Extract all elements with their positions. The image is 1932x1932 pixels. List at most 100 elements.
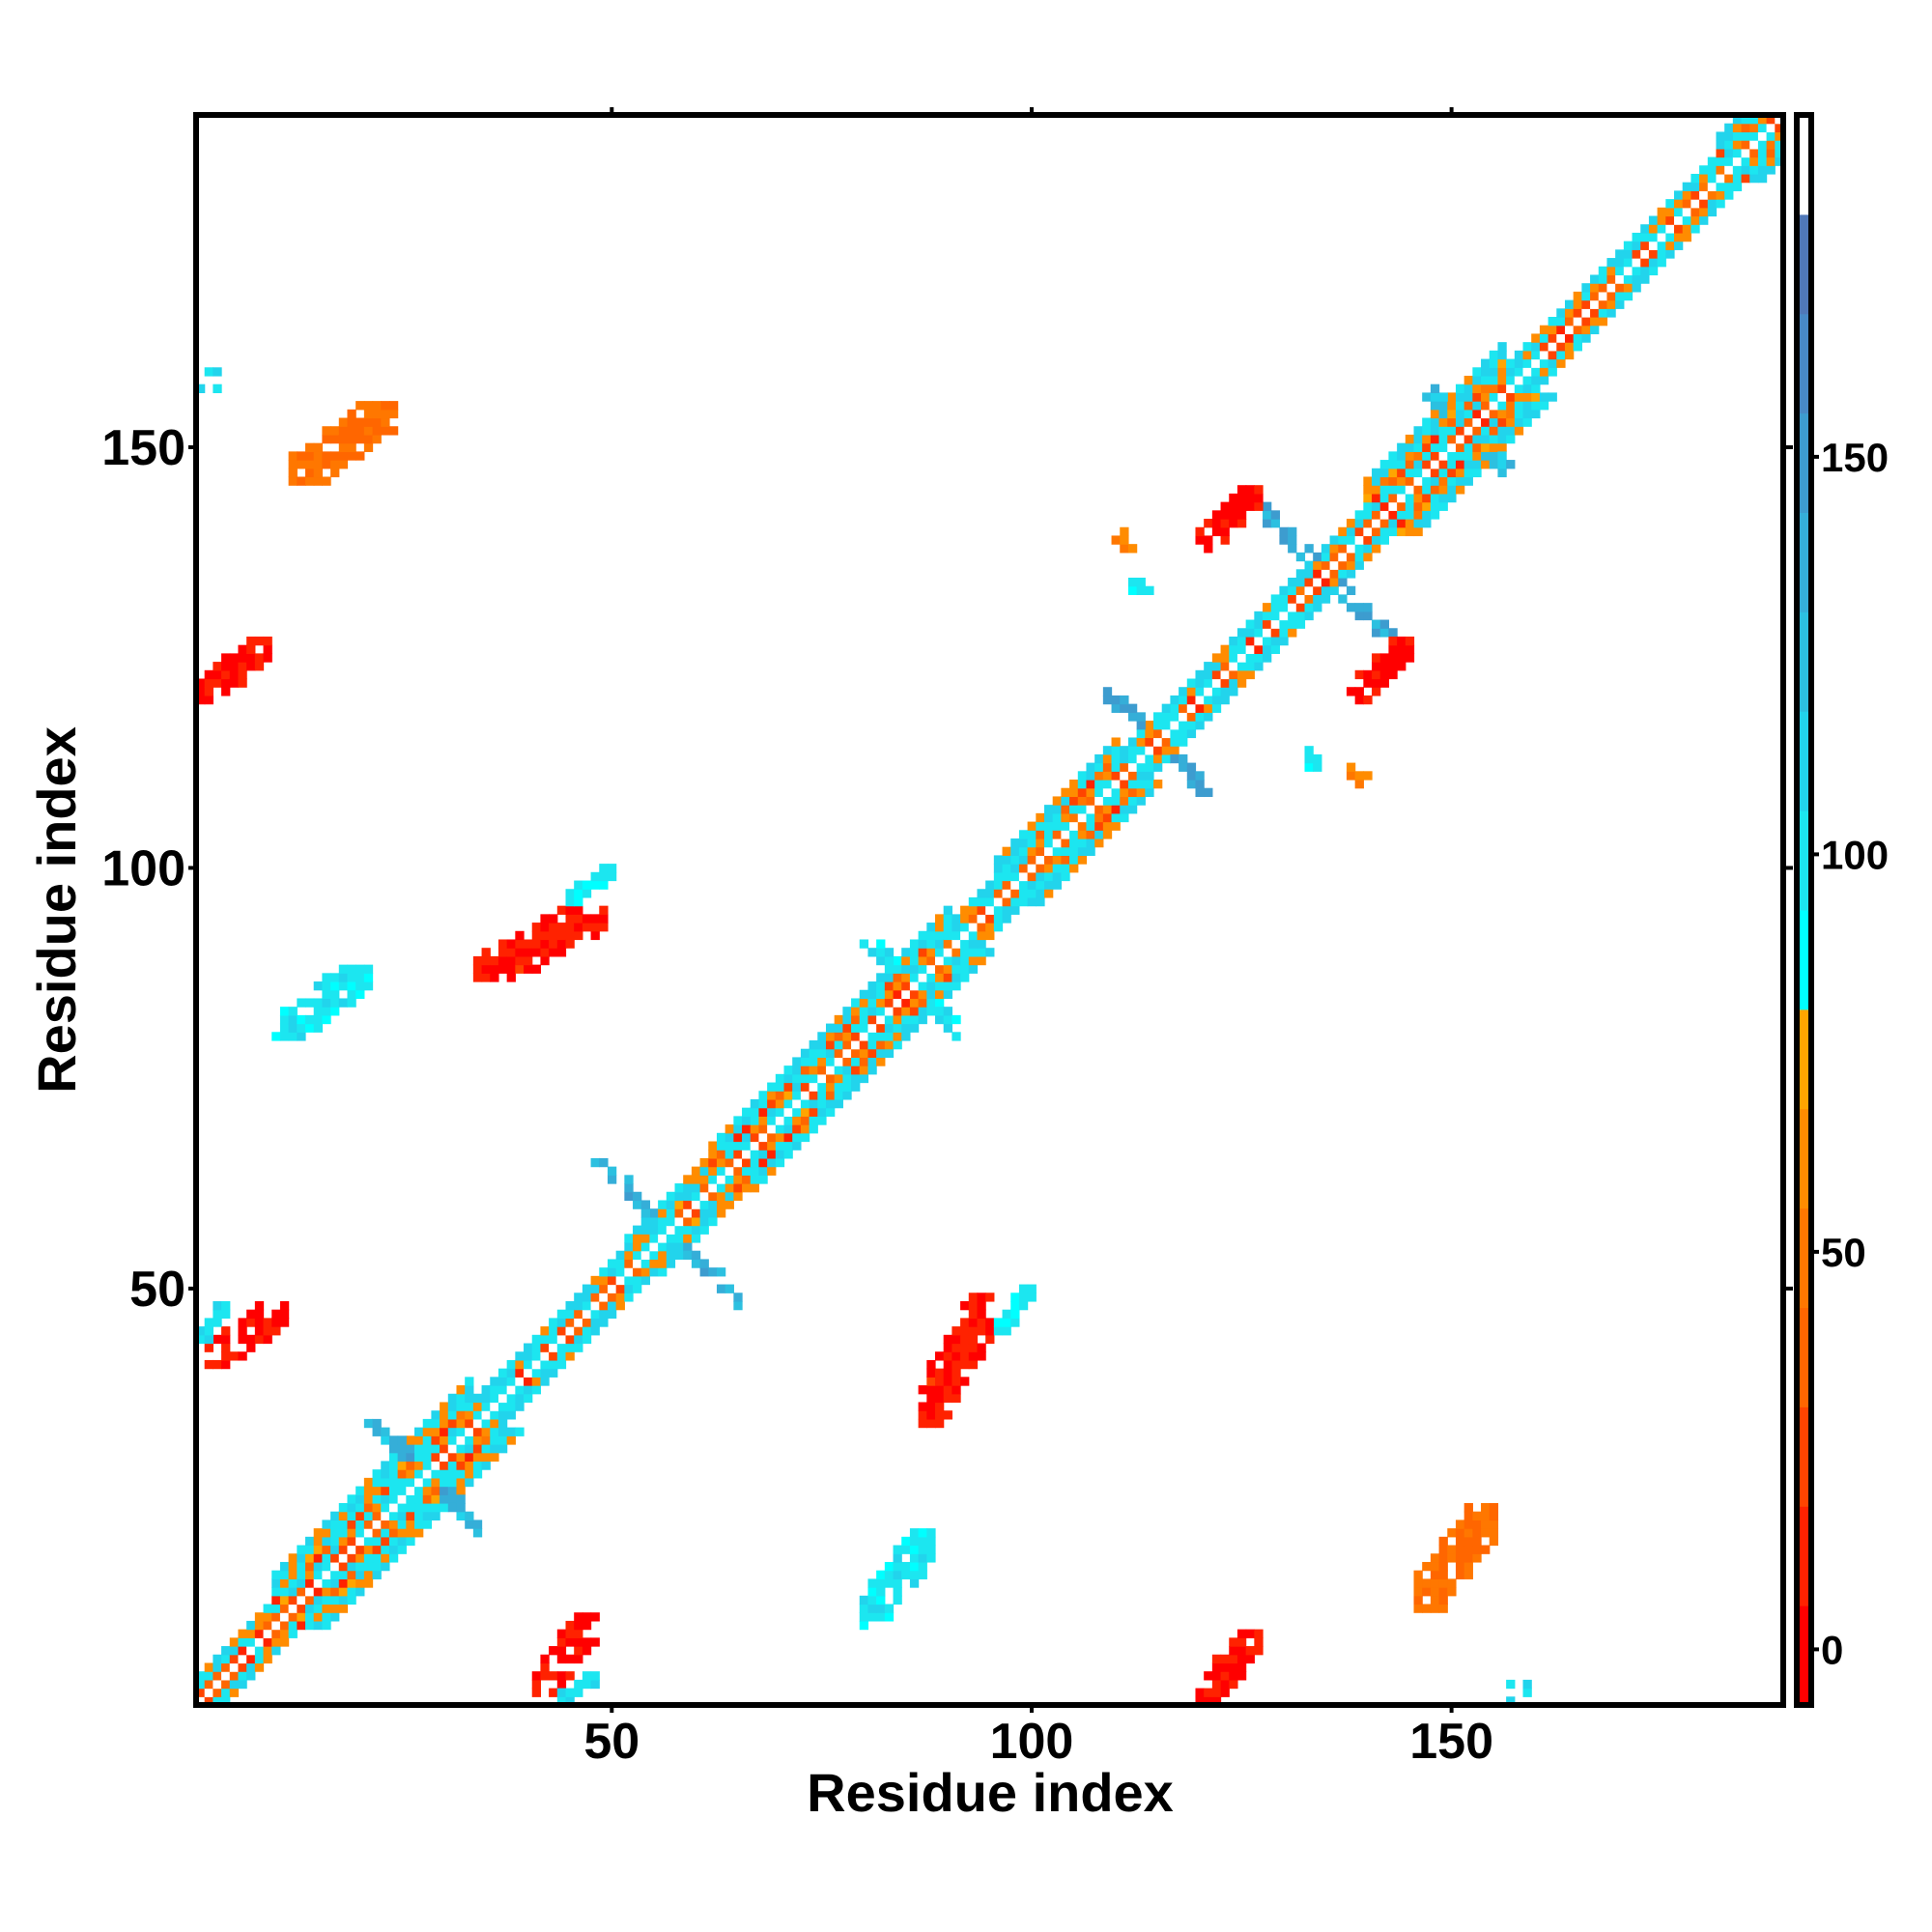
heatmap-cell bbox=[447, 1452, 458, 1463]
heatmap-cell bbox=[1388, 501, 1398, 511]
heatmap-cell bbox=[456, 1461, 466, 1470]
heatmap-cell bbox=[456, 1486, 466, 1495]
heatmap-cell bbox=[733, 1116, 743, 1125]
heatmap-cell bbox=[767, 1157, 777, 1168]
heatmap-cell bbox=[658, 1242, 668, 1252]
heatmap-cell bbox=[1539, 333, 1549, 343]
heatmap-cell bbox=[1397, 526, 1406, 537]
heatmap-cell bbox=[1438, 442, 1448, 452]
heatmap-cell bbox=[1405, 451, 1415, 461]
heatmap-cell bbox=[1354, 603, 1364, 612]
heatmap-cell bbox=[565, 1318, 575, 1327]
heatmap-cell bbox=[1716, 173, 1725, 184]
heatmap-cell bbox=[515, 1359, 525, 1370]
heatmap-cell bbox=[1749, 148, 1759, 158]
heatmap-cell bbox=[1229, 510, 1238, 520]
heatmap-cell bbox=[254, 1662, 265, 1672]
heatmap-cell bbox=[1615, 299, 1625, 309]
heatmap-cell bbox=[607, 1259, 617, 1268]
heatmap-cell bbox=[490, 955, 499, 966]
heatmap-cell bbox=[221, 1679, 231, 1690]
heatmap-cell bbox=[909, 1014, 920, 1025]
heatmap-cell bbox=[288, 1023, 298, 1033]
heatmap-cell bbox=[1270, 644, 1281, 654]
heatmap-cell bbox=[271, 1587, 281, 1597]
heatmap-cell bbox=[1127, 544, 1138, 554]
heatmap-cell bbox=[297, 1570, 306, 1579]
heatmap-cell bbox=[556, 1688, 567, 1697]
heatmap-cell bbox=[1027, 1293, 1037, 1302]
heatmap-cell bbox=[792, 1132, 802, 1143]
heatmap-cell bbox=[968, 1343, 979, 1352]
heatmap-cell bbox=[901, 989, 911, 1000]
heatmap-cell bbox=[1229, 636, 1238, 646]
heatmap-cell bbox=[422, 1461, 433, 1470]
heatmap-cell bbox=[1036, 889, 1045, 898]
heatmap-cell bbox=[708, 1191, 718, 1202]
heatmap-cell bbox=[1086, 821, 1095, 831]
heatmap-cell bbox=[213, 662, 222, 671]
heatmap-cell bbox=[1522, 384, 1532, 393]
heatmap-cell bbox=[465, 1461, 474, 1470]
heatmap-cell bbox=[196, 1679, 206, 1690]
heatmap-cell bbox=[1506, 460, 1516, 469]
heatmap-cell bbox=[1522, 392, 1532, 402]
colorbar-level bbox=[1797, 611, 1811, 712]
heatmap-cell bbox=[859, 1057, 869, 1066]
heatmap-cell bbox=[440, 1402, 449, 1411]
heatmap-cell bbox=[1069, 821, 1079, 831]
heatmap-cell bbox=[1556, 325, 1566, 335]
heatmap-cell bbox=[1489, 350, 1499, 360]
heatmap-cell bbox=[599, 914, 609, 923]
heatmap-cell bbox=[952, 1377, 961, 1386]
heatmap-cell bbox=[1716, 165, 1725, 175]
heatmap-cell bbox=[1447, 1553, 1457, 1563]
heatmap-cell bbox=[1724, 140, 1734, 150]
heatmap-cell bbox=[1295, 585, 1306, 596]
heatmap-cell bbox=[1463, 451, 1473, 461]
heatmap-cell bbox=[465, 1402, 474, 1411]
heatmap-cell bbox=[1254, 1629, 1264, 1638]
heatmap-cell bbox=[893, 1023, 902, 1033]
heatmap-cell bbox=[893, 1032, 902, 1041]
heatmap-cell bbox=[1288, 585, 1297, 596]
heatmap-cell bbox=[246, 1309, 256, 1319]
heatmap-cell bbox=[440, 1452, 449, 1463]
heatmap-cell bbox=[767, 1141, 777, 1151]
heatmap-cell bbox=[590, 871, 600, 882]
heatmap-cell bbox=[490, 1393, 499, 1404]
heatmap-cell bbox=[1270, 519, 1281, 528]
heatmap-cell bbox=[1716, 190, 1725, 200]
heatmap-cell bbox=[859, 1620, 869, 1631]
heatmap-cell bbox=[565, 1688, 575, 1697]
heatmap-cell bbox=[1153, 762, 1163, 772]
heatmap-cell bbox=[968, 939, 979, 949]
heatmap-cell bbox=[1102, 762, 1113, 772]
heatmap-cell bbox=[1363, 552, 1373, 562]
heatmap-cell bbox=[615, 1275, 625, 1286]
heatmap-cell bbox=[1263, 501, 1272, 511]
heatmap-cell bbox=[968, 948, 979, 957]
heatmap-cell bbox=[540, 1368, 550, 1378]
heatmap-cell bbox=[750, 1116, 760, 1125]
heatmap-cell bbox=[909, 964, 920, 974]
heatmap-cell bbox=[456, 1444, 466, 1454]
heatmap-cell bbox=[918, 981, 927, 991]
heatmap-cell bbox=[297, 1587, 306, 1597]
heatmap-cell bbox=[934, 1385, 945, 1395]
heatmap-cell bbox=[909, 1553, 920, 1563]
heatmap-cell bbox=[1220, 1671, 1230, 1681]
colorbar-tick-label: 100 bbox=[1821, 832, 1889, 877]
heatmap-cell bbox=[1002, 889, 1011, 898]
heatmap-cell bbox=[952, 973, 961, 982]
heatmap-cell bbox=[1346, 585, 1356, 596]
heatmap-cell bbox=[1413, 526, 1423, 537]
heatmap-cell bbox=[330, 1604, 340, 1613]
heatmap-cell bbox=[1413, 485, 1423, 495]
heatmap-cell bbox=[355, 417, 365, 427]
heatmap-cell bbox=[1136, 796, 1146, 806]
heatmap-cell bbox=[440, 1502, 449, 1513]
heatmap-cell bbox=[1489, 1511, 1499, 1521]
heatmap-cell bbox=[1548, 358, 1557, 368]
heatmap-cell bbox=[590, 914, 600, 923]
